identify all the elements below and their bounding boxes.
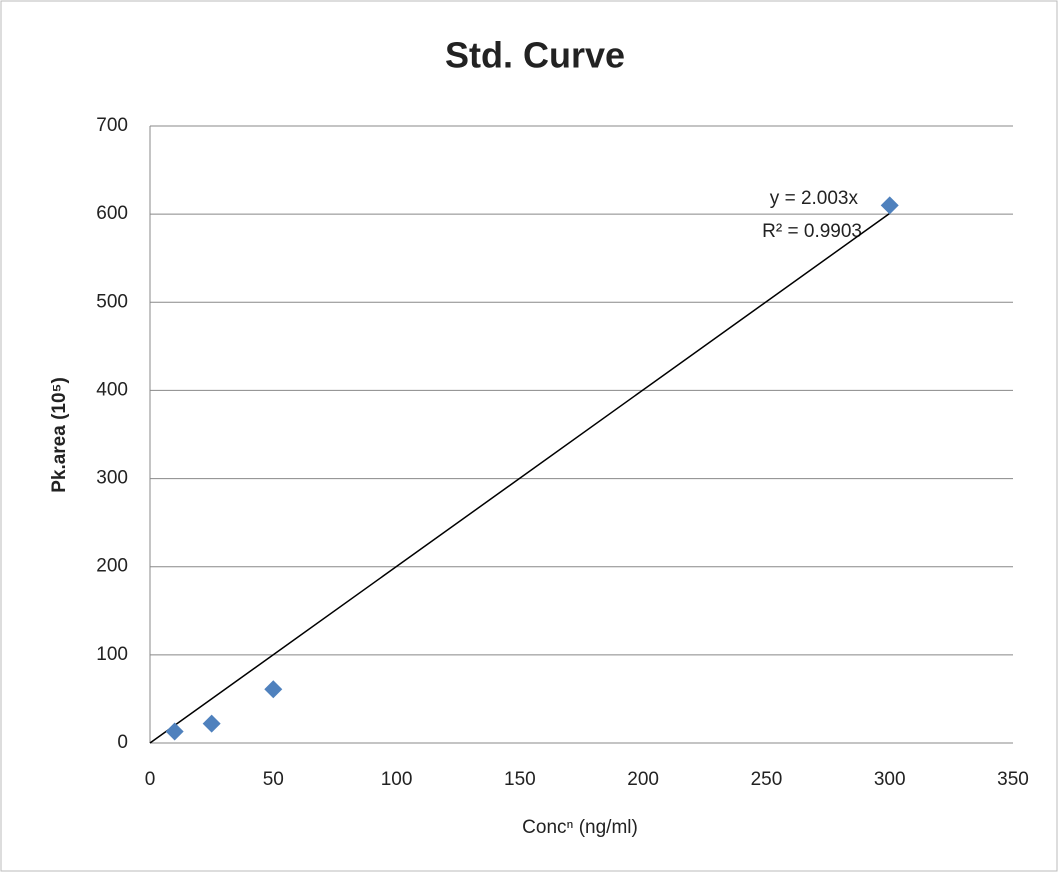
r-squared-label: R² = 0.9903 xyxy=(762,221,862,242)
y-tick-label: 700 xyxy=(96,115,128,136)
data-point xyxy=(264,680,283,699)
y-tick-label: 0 xyxy=(117,732,128,753)
y-tick-label: 500 xyxy=(96,291,128,312)
data-point xyxy=(165,722,184,741)
chart-title: Std. Curve xyxy=(445,35,625,76)
x-tick-label: 100 xyxy=(381,769,413,790)
x-tick-label: 300 xyxy=(874,769,906,790)
x-tick-label: 150 xyxy=(504,769,536,790)
y-tick-label: 600 xyxy=(96,203,128,224)
data-point xyxy=(880,196,899,215)
y-tick-label: 100 xyxy=(96,644,128,665)
trendline xyxy=(149,212,891,744)
x-tick-label: 200 xyxy=(627,769,659,790)
equation-label: y = 2.003x xyxy=(770,188,859,209)
y-tick-label: 200 xyxy=(96,556,128,577)
x-tick-label: 50 xyxy=(263,769,284,790)
x-tick-label: 0 xyxy=(145,769,156,790)
x-axis-label: Concⁿ (ng/ml) xyxy=(522,817,638,838)
y-tick-label: 300 xyxy=(96,468,128,489)
y-axis-label: Pk.area (10⁵) xyxy=(49,377,70,493)
x-tick-label: 350 xyxy=(997,769,1029,790)
data-point xyxy=(202,714,221,733)
y-tick-label: 400 xyxy=(96,379,128,400)
x-tick-label: 250 xyxy=(751,769,783,790)
